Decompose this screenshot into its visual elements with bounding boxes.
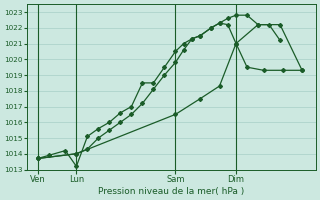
X-axis label: Pression niveau de la mer( hPa ): Pression niveau de la mer( hPa ) bbox=[98, 187, 244, 196]
